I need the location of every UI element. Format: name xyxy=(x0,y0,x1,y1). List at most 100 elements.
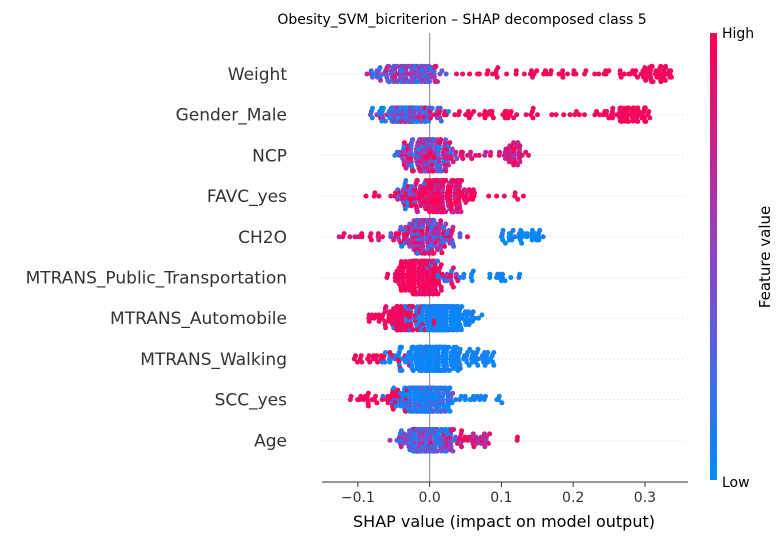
shap-point xyxy=(573,109,579,114)
shap-point xyxy=(399,243,405,249)
shap-point xyxy=(438,118,444,124)
shap-point xyxy=(347,234,353,240)
feature-label: Age xyxy=(254,431,287,451)
shap-point xyxy=(459,304,465,310)
shap-point xyxy=(630,118,636,124)
shap-point xyxy=(479,312,485,318)
shap-point xyxy=(457,346,463,352)
shap-point xyxy=(643,119,649,124)
shap-point xyxy=(512,234,518,240)
shap-point xyxy=(594,109,599,114)
colorbar-low-label: Low xyxy=(722,475,750,491)
shap-point xyxy=(452,112,458,118)
shap-point xyxy=(524,231,530,237)
shap-point xyxy=(444,278,450,284)
shap-point xyxy=(410,137,416,143)
shap-point xyxy=(364,71,370,77)
x-tick-label: 0.2 xyxy=(562,490,584,506)
shap-point xyxy=(519,152,525,158)
shap-point xyxy=(356,234,361,240)
shap-point xyxy=(453,149,459,155)
shap-point xyxy=(370,105,375,111)
shap-point xyxy=(485,350,491,355)
shap-point xyxy=(470,309,476,315)
shap-point xyxy=(499,400,505,406)
shap-point xyxy=(617,68,623,74)
shap-point xyxy=(468,149,474,155)
shap-point xyxy=(495,65,501,71)
shap-point xyxy=(504,71,510,77)
shap-point xyxy=(375,359,380,365)
shap-point xyxy=(511,115,517,121)
x-axis: −0.1 0.0 0.1 0.2 0.3 xyxy=(322,481,688,506)
shap-point xyxy=(459,428,465,434)
shap-point xyxy=(449,146,455,152)
shap-point xyxy=(408,184,414,189)
shap-point xyxy=(642,105,648,111)
shap-point xyxy=(621,71,627,77)
shap-point xyxy=(597,112,603,118)
row-guide-lines xyxy=(322,73,686,441)
shap-point xyxy=(610,105,616,111)
shap-point xyxy=(625,105,631,111)
shap-point xyxy=(402,206,408,212)
shap-point xyxy=(489,109,495,114)
feature-label: MTRANS_Walking xyxy=(140,350,287,370)
shap-point xyxy=(449,400,455,406)
shap-point xyxy=(518,227,524,233)
shap-point xyxy=(363,193,369,199)
x-tick-label: 0.1 xyxy=(490,490,512,506)
shap-point xyxy=(391,385,397,391)
shap-point xyxy=(467,346,473,352)
shap-point xyxy=(523,112,529,118)
shap-point xyxy=(451,243,457,249)
shap-point xyxy=(537,227,543,233)
shap-point xyxy=(439,168,445,174)
shap-point xyxy=(438,262,444,268)
shap-point xyxy=(530,105,536,111)
shap-point xyxy=(466,309,472,315)
shap-point xyxy=(409,203,414,209)
shap-point xyxy=(467,71,473,77)
shap-point xyxy=(438,287,444,293)
shap-point xyxy=(374,353,380,359)
shap-point xyxy=(402,287,408,293)
shap-point xyxy=(451,427,457,432)
shap-point xyxy=(488,149,494,155)
shap-point xyxy=(397,390,403,396)
shap-point xyxy=(387,350,393,355)
shap-point xyxy=(544,71,550,77)
shap-point xyxy=(470,268,476,274)
shap-point xyxy=(517,143,523,149)
shap-point xyxy=(454,71,459,77)
shap-point xyxy=(497,149,502,155)
shap-point xyxy=(458,209,464,215)
shap-point xyxy=(529,227,535,233)
shap-point xyxy=(414,178,420,183)
shap-point xyxy=(502,278,508,284)
shap-point xyxy=(553,112,559,118)
shap-point xyxy=(610,115,615,121)
shap-point xyxy=(540,234,546,240)
shap-point xyxy=(517,271,523,277)
shap-point xyxy=(502,240,508,246)
shap-point xyxy=(461,271,467,277)
shap-point xyxy=(535,112,540,118)
shap-point xyxy=(418,203,424,209)
shap-point xyxy=(434,221,440,227)
shap-point xyxy=(483,393,488,399)
shap-point xyxy=(437,105,443,111)
shap-point xyxy=(476,71,482,77)
shap-point xyxy=(376,318,382,324)
shap-point xyxy=(501,193,507,199)
shap-point xyxy=(435,291,441,297)
shap-point xyxy=(646,109,652,114)
shap-point xyxy=(451,209,457,215)
shap-point xyxy=(618,74,624,80)
shap-point xyxy=(457,109,462,114)
shap-point xyxy=(560,74,566,80)
shap-point xyxy=(348,393,354,399)
shap-point xyxy=(476,315,481,321)
shap-point xyxy=(450,284,456,290)
